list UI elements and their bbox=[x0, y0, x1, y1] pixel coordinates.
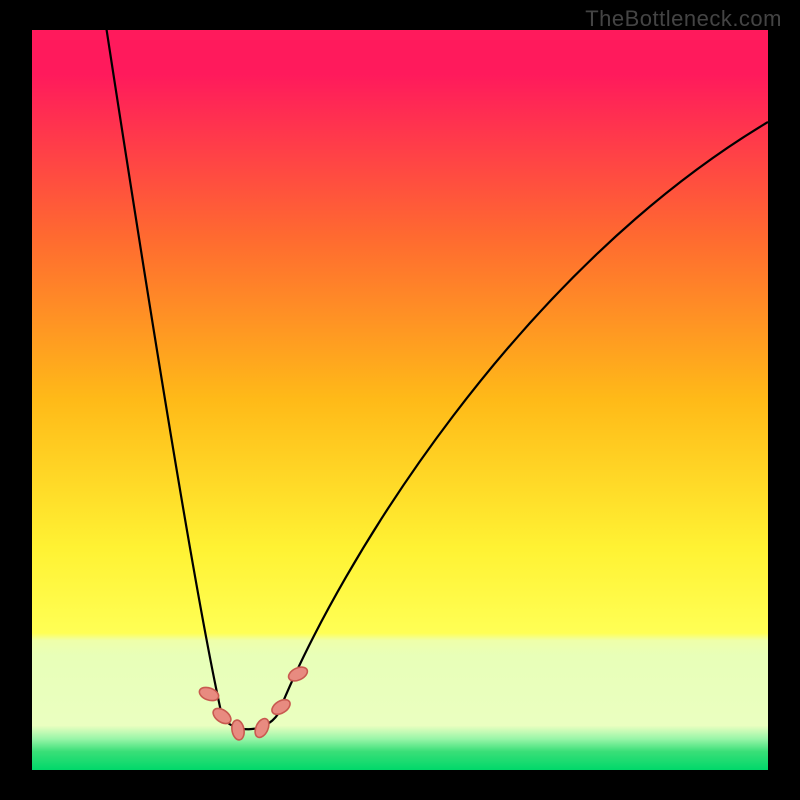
plot-background bbox=[32, 30, 768, 770]
watermark-text: TheBottleneck.com bbox=[585, 6, 782, 32]
bottleneck-chart bbox=[0, 0, 800, 800]
